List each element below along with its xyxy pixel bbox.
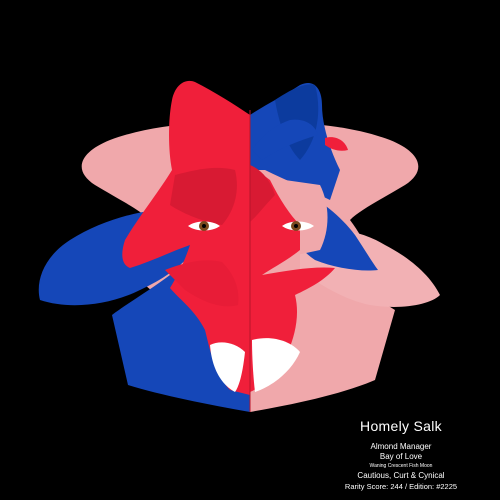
character-traits: Cautious, Curt & Cynical [357,471,445,480]
red-left-inner [170,167,237,225]
white-mouth-right [252,338,300,392]
character-place: Bay of Love [379,452,423,461]
character-rarity: Rarity Score: 244 / Edition: #2225 [344,482,458,491]
red-right-inner [250,165,275,222]
red-top-tip [325,137,348,151]
caption-block: Homely Salk Almond Manager Bay of Love W… [316,418,486,492]
red-right-head [250,165,335,392]
right-eye-icon [282,221,314,231]
character-moon: Waning Crescent Fish Moon [369,463,433,469]
left-eye-icon [188,221,220,231]
blue-top-accent [252,119,318,160]
red-left-head [122,80,250,395]
white-mouth-left [210,342,245,392]
character-name: Homely Salk [360,418,442,434]
red-left-muzzle [165,260,239,307]
character-title: Almond Manager [370,442,432,451]
